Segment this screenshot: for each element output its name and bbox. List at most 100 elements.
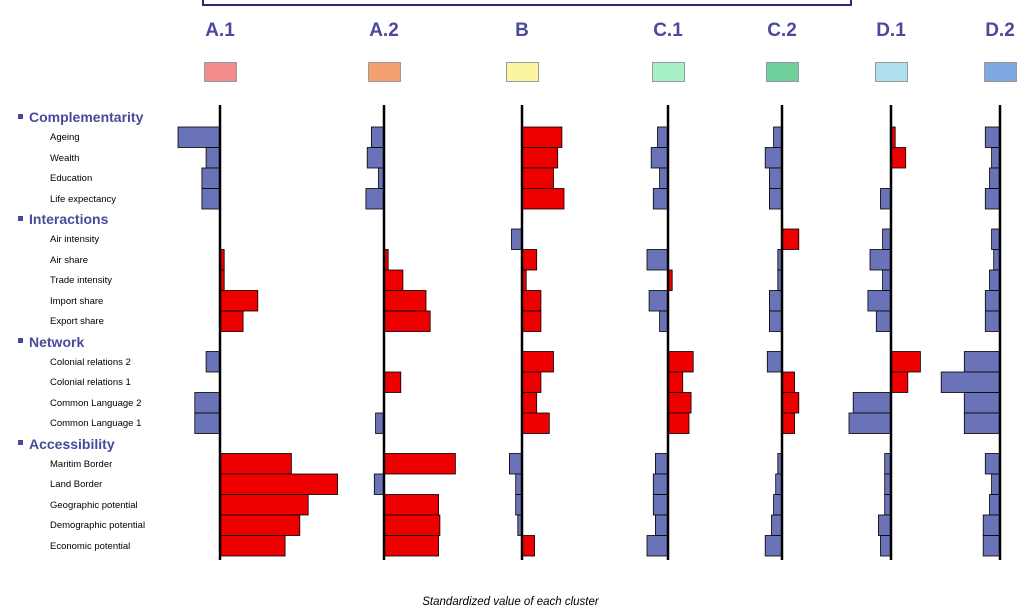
bar-a-2 — [365, 188, 385, 210]
group-label-text: Complementarity — [29, 109, 144, 125]
bar-c-1 — [655, 514, 669, 536]
cluster-title-b: B — [515, 20, 529, 41]
bar-d-1 — [880, 188, 892, 210]
bar-c-2 — [771, 514, 783, 536]
variable-label: Colonial relations 2 — [50, 356, 131, 368]
bar-c-2 — [764, 147, 783, 169]
variable-label: Export share — [50, 316, 104, 327]
bar-b — [508, 453, 523, 475]
bar-b — [521, 371, 542, 393]
bar-d-1 — [880, 535, 892, 557]
group-label: Interactions — [18, 211, 108, 227]
bar-c-1 — [650, 147, 669, 169]
cluster-title-a-2: A.2 — [369, 20, 399, 41]
bar-d-2 — [989, 494, 1001, 516]
bar-d-1 — [867, 290, 892, 312]
cluster-color-swatch — [506, 62, 539, 82]
bar-c-1 — [667, 392, 692, 414]
bar-d-1 — [882, 228, 892, 250]
bar-d-2 — [984, 310, 1001, 332]
bar-d-1 — [875, 310, 892, 332]
bar-a-2 — [383, 453, 456, 475]
bar-d-2 — [982, 535, 1001, 557]
bar-b — [521, 126, 563, 148]
bar-c-1 — [659, 310, 669, 332]
bar-d-2 — [991, 228, 1001, 250]
bar-d-1 — [890, 371, 909, 393]
variable-label: Maritim Border — [50, 458, 113, 470]
bar-c-1 — [655, 453, 669, 475]
bar-d-2 — [963, 412, 1001, 434]
variable-label: Colonial relations 1 — [50, 377, 131, 388]
cluster-color-swatch — [368, 62, 401, 82]
bar-d-2 — [982, 514, 1001, 536]
bar-c-2 — [781, 412, 796, 434]
variable-label: Geographic potential — [50, 499, 138, 511]
bar-d-2 — [989, 167, 1001, 189]
bar-a-2 — [383, 371, 402, 393]
bar-c-2 — [769, 310, 783, 332]
bar-d-2 — [940, 371, 1001, 393]
bar-b — [521, 351, 554, 373]
variable-label: Economic potential — [50, 540, 131, 552]
bullet-icon — [18, 338, 23, 344]
bar-a-2 — [383, 535, 439, 557]
bar-d-2 — [991, 473, 1001, 495]
bar-a-2 — [370, 126, 385, 148]
bar-d-2 — [991, 147, 1001, 169]
bar-b — [521, 249, 538, 271]
bar-c-1 — [652, 473, 669, 495]
bar-c-1 — [667, 412, 690, 434]
bar-d-1 — [848, 412, 892, 434]
bar-d-2 — [984, 126, 1001, 148]
bar-b — [521, 310, 542, 332]
bar-a-1 — [219, 494, 309, 516]
bar-d-1 — [890, 147, 907, 169]
bar-a-1 — [201, 167, 221, 189]
variable-label: Demographic potential — [50, 520, 146, 531]
bar-c-2 — [769, 290, 783, 312]
bar-c-1 — [667, 351, 694, 373]
bar-b — [521, 290, 542, 312]
bar-c-1 — [659, 167, 669, 189]
bar-b — [521, 167, 554, 189]
cluster-title-d-1: D.1 — [876, 20, 906, 41]
bar-d-1 — [890, 351, 921, 373]
bar-d-2 — [963, 392, 1001, 414]
cluster-color-swatch — [875, 62, 908, 82]
bar-a-1 — [194, 392, 221, 414]
cluster-title-d-2: D.2 — [985, 20, 1015, 41]
bar-b — [521, 188, 565, 210]
bar-d-2 — [984, 290, 1001, 312]
bar-b — [521, 392, 538, 414]
group-label: Accessibility — [18, 436, 115, 452]
title-banner-frame — [202, 0, 852, 6]
bar-d-2 — [989, 269, 1001, 291]
bar-b — [521, 412, 550, 434]
bar-c-2 — [781, 371, 796, 393]
group-label: Complementarity — [18, 109, 143, 125]
bar-a-2 — [366, 147, 385, 169]
cluster-color-swatch — [766, 62, 799, 82]
group-label: Network — [18, 334, 84, 350]
bar-b — [511, 228, 523, 250]
bar-a-1 — [219, 473, 338, 495]
bar-a-1 — [177, 126, 221, 148]
bar-b — [521, 147, 559, 169]
bar-a-1 — [194, 412, 221, 434]
bar-c-2 — [769, 167, 783, 189]
variable-label: Common Language 1 — [50, 418, 142, 429]
cluster-color-swatch — [204, 62, 237, 82]
bar-c-1 — [646, 535, 669, 557]
bullet-icon — [18, 440, 23, 446]
variable-label: Air intensity — [50, 234, 100, 245]
bar-a-2 — [383, 290, 427, 312]
variable-label: Education — [50, 173, 93, 184]
bar-a-2 — [383, 310, 431, 332]
variable-label: Ageing — [50, 132, 80, 143]
variable-label: Trade intensity — [50, 275, 112, 286]
bar-c-2 — [769, 188, 783, 210]
bar-a-2 — [383, 269, 404, 291]
group-label-text: Accessibility — [29, 435, 115, 452]
bar-d-2 — [984, 453, 1001, 475]
